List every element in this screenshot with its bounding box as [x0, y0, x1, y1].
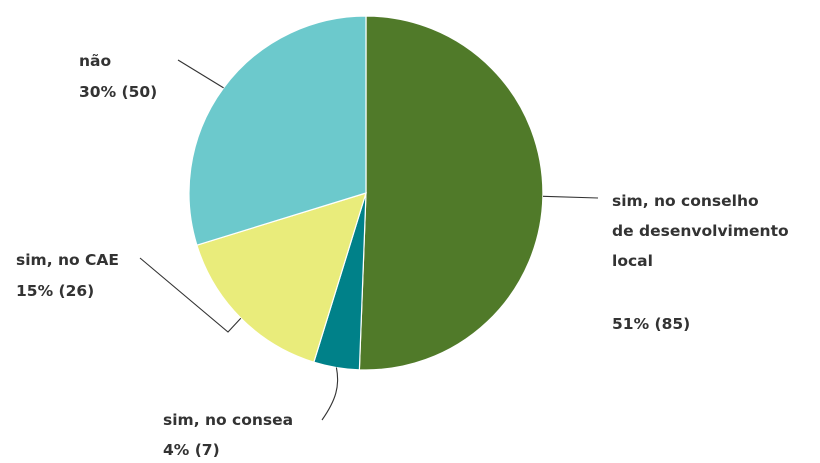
pie-slice-0: [358, 15, 544, 371]
slices-layer: [188, 15, 544, 371]
pie-slice-2: [196, 192, 367, 363]
slice-value-0: 51% (85): [612, 315, 690, 333]
slice-value-1: 4% (7): [163, 441, 220, 459]
slice-label-0-line-0: sim, no conselho: [612, 192, 759, 210]
leader-line-2: [139, 257, 242, 333]
slice-labels: sim, no conselho de desenvolvimento local 5…: [16, 52, 789, 459]
leader-lines: [139, 59, 599, 421]
leader-line-0: [542, 195, 599, 199]
leader-line-1: [321, 367, 339, 421]
slice-label-3-line-0: não: [79, 52, 111, 70]
slice-value-2: 15% (26): [16, 282, 94, 300]
slice-label-0-line-1: de desenvolvimento: [612, 222, 789, 240]
slice-label-1-line-0: sim, no consea: [163, 411, 293, 429]
slice-label-0-line-2: local: [612, 252, 653, 270]
slice-value-3: 30% (50): [79, 83, 157, 101]
slice-label-2-line-0: sim, no CAE: [16, 251, 119, 269]
leader-line-3: [177, 59, 224, 89]
